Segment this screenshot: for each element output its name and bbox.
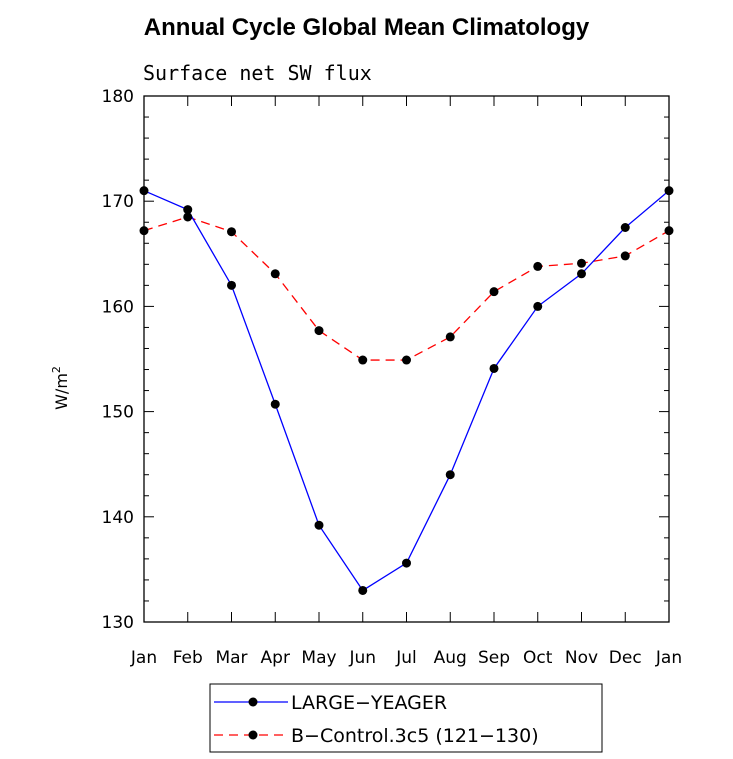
data-point-series-1: [183, 212, 193, 222]
data-point-series-0: [183, 205, 193, 215]
x-tick-label: Mar: [215, 648, 247, 668]
data-point-series-1: [402, 355, 411, 365]
series-line-0: [143, 190, 670, 592]
data-point-series-0: [577, 269, 586, 279]
data-point-series-1: [314, 326, 324, 336]
series-line-1: [143, 216, 670, 361]
x-tick-label: Feb: [173, 648, 203, 668]
data-point-series-0: [445, 470, 455, 480]
x-tick-label: Oct: [523, 648, 553, 668]
x-tick-label: Nov: [565, 648, 598, 668]
chart-title: Annual Cycle Global Mean Climatology: [143, 14, 590, 41]
data-point-series-1: [270, 269, 280, 279]
x-tick-label: Apr: [261, 648, 290, 668]
x-tick-label: Jan: [655, 648, 682, 668]
data-point-series-0: [533, 301, 543, 311]
data-point-series-0: [270, 399, 280, 409]
legend-label-1: B−Control.3c5 (121−130): [291, 725, 539, 747]
data-point-series-1: [620, 251, 630, 261]
data-point-series-1: [664, 226, 674, 236]
y-tick-label: 130: [102, 613, 134, 633]
data-point-series-1: [227, 227, 236, 237]
x-tick-label: Sep: [478, 648, 510, 668]
y-axis-unit-exponent: 2: [50, 366, 63, 373]
data-point-series-0: [314, 520, 324, 530]
legend: LARGE−YEAGER B−Control.3c5 (121−130): [209, 683, 603, 753]
legend-marker-0: [248, 697, 258, 707]
data-point-series-1: [445, 332, 455, 342]
x-tick-label: Aug: [434, 648, 467, 668]
data-point-series-1: [358, 355, 368, 365]
y-tick-label: 170: [102, 192, 134, 212]
x-tick-label: Dec: [609, 648, 642, 668]
data-point-series-0: [664, 186, 674, 196]
y-tick-label: 180: [102, 87, 134, 107]
y-axis-label: W/m2: [50, 366, 71, 410]
data-point-series-0: [489, 363, 499, 373]
plot-frame: [143, 95, 670, 623]
data-point-series-0: [402, 558, 411, 568]
y-tick-label: 140: [102, 508, 134, 528]
data-point-series-0: [358, 585, 368, 595]
data-point-series-0: [620, 223, 630, 232]
x-tick-label: Jan: [130, 648, 157, 668]
x-tick-label: May: [301, 648, 336, 668]
y-axis-unit: W/m: [52, 373, 71, 410]
chart-subtitle: Surface net SW flux: [143, 61, 372, 85]
data-point-series-0: [227, 280, 236, 290]
data-point-series-1: [139, 226, 149, 236]
y-tick-label: 150: [102, 403, 134, 423]
x-tick-label: Jul: [395, 648, 417, 668]
legend-marker-1: [248, 730, 258, 740]
data-point-series-1: [577, 258, 586, 268]
legend-label-0: LARGE−YEAGER: [291, 692, 447, 714]
legend-box: [209, 683, 603, 753]
data-point-series-1: [489, 287, 499, 297]
y-tick-label: 160: [102, 297, 134, 317]
data-point-series-0: [139, 186, 149, 196]
x-tick-label: Jun: [348, 648, 376, 668]
data-point-series-1: [533, 261, 543, 271]
